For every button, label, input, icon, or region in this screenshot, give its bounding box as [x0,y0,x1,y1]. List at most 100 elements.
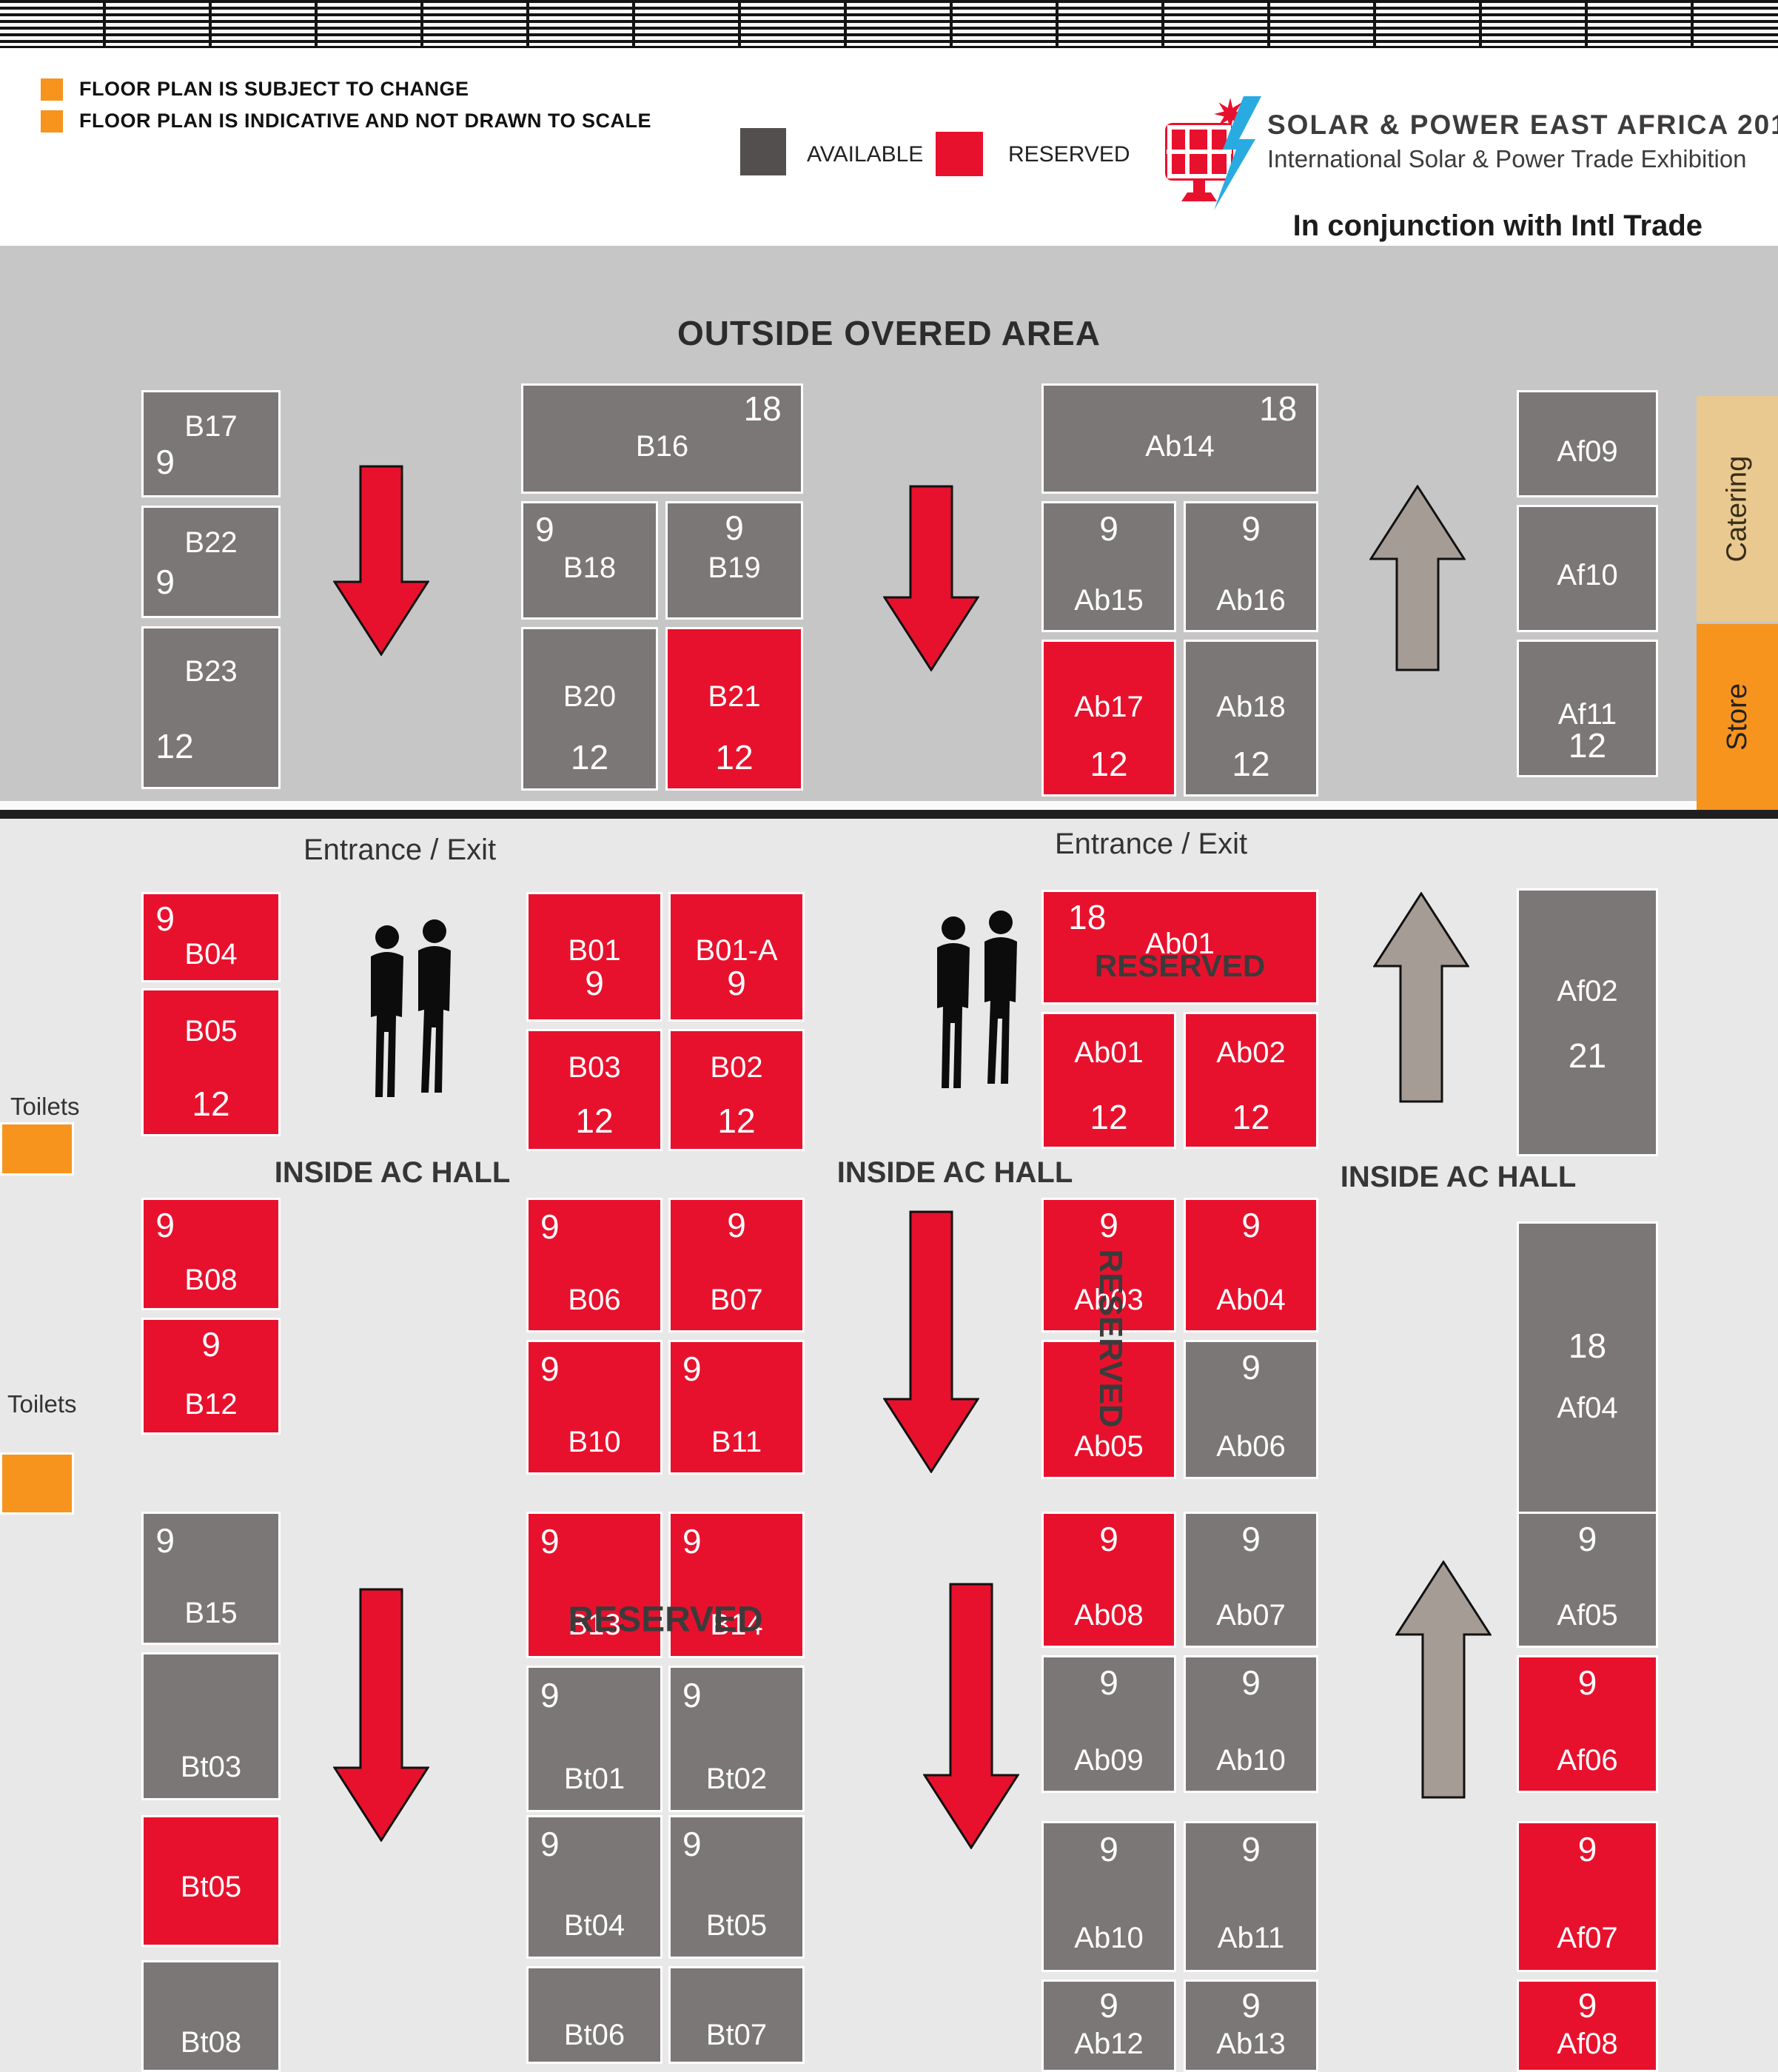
booth-label: B17 [184,409,238,443]
booth-b21[interactable]: 12 B21 [665,627,803,791]
booth-label: B22 [184,526,238,559]
booth-label: B01 [568,934,621,968]
booth-b22[interactable]: 9 B22 [141,506,281,618]
booth-b19[interactable]: 9 B19 [665,501,803,620]
booth-ab17[interactable]: 12 Ab17 [1041,640,1176,797]
booth-ab13[interactable]: 9 Ab13 [1184,1979,1318,2072]
down-arrow-icon [883,485,979,671]
booth-b13[interactable]: 9 B13 [526,1512,662,1658]
booth-bt05-a[interactable]: Bt05 [141,1815,281,1947]
booth-b03[interactable]: 12 B03 [526,1029,662,1151]
booth-ab10-a[interactable]: 9 Ab10 [1184,1655,1318,1793]
booth-ab05[interactable]: Ab05 [1041,1340,1176,1479]
booth-bt02[interactable]: 9 Bt02 [668,1666,805,1812]
booth-af02[interactable]: 21 Af02 [1517,888,1658,1156]
booth-bt01[interactable]: 9 Bt01 [526,1666,662,1812]
booth-ab15[interactable]: 9 Ab15 [1041,501,1176,632]
booth-label: B19 [708,551,761,584]
booth-b16[interactable]: 18 B16 [521,383,803,494]
booth-ab18[interactable]: 12 Ab18 [1184,640,1318,797]
booth-af10[interactable]: Af10 [1517,505,1658,632]
booth-af07[interactable]: 9 Af07 [1517,1821,1658,1972]
booth-bt05-b[interactable]: 9 Bt05 [668,1815,805,1959]
booth-af09[interactable]: Af09 [1517,390,1658,497]
logo-subtitle: International Solar & Power Trade Exhibi… [1267,145,1747,172]
booth-af06[interactable]: 9 Af06 [1517,1655,1658,1793]
booth-size: 9 [1577,1520,1597,1559]
down-arrow-icon [333,465,429,656]
booth-bt06[interactable]: Bt06 [526,1966,662,2064]
booth-b06[interactable]: 9 B06 [526,1198,662,1332]
booth-b05[interactable]: 12 B05 [141,988,281,1136]
booth-label: Af09 [1557,435,1618,469]
booth-ab01[interactable]: 12 Ab01 [1041,1012,1176,1149]
booth-label: Ab01 [1074,1036,1144,1070]
booth-ab09[interactable]: 9 Ab09 [1041,1655,1176,1793]
legend-reserved-swatch [936,132,983,176]
catering-label: Catering [1721,455,1753,563]
booth-label: Ab05 [1074,1429,1144,1463]
booth-ab07[interactable]: 9 Ab07 [1184,1512,1318,1648]
booth-b08[interactable]: 9 B08 [141,1198,281,1310]
booth-ab04[interactable]: 9 Ab04 [1184,1198,1318,1332]
booth-af08[interactable]: 9 Af08 [1517,1979,1658,2072]
reserved-overlay-text: RESERVED [568,1600,763,1640]
booth-size: 9 [1577,1663,1597,1703]
booth-label: Ab18 [1216,690,1286,723]
booth-ab14[interactable]: 18 Ab14 [1041,383,1318,494]
booth-b02[interactable]: 12 B02 [668,1029,805,1151]
booth-bt03[interactable]: Bt03 [141,1652,281,1800]
booth-label: B20 [563,680,617,713]
booth-af05[interactable]: 9 Af05 [1517,1512,1658,1648]
booth-ab16[interactable]: 9 Ab16 [1184,501,1318,632]
booth-b14[interactable]: 9 B14 [668,1512,805,1658]
booth-b04[interactable]: 9 B04 [141,892,281,982]
booth-size: 9 [155,1206,175,1245]
booth-label: Ab13 [1216,2028,1286,2061]
store-zone: Store [1697,624,1778,810]
booth-b23[interactable]: 12 B23 [141,626,281,789]
booth-b07[interactable]: 9 B07 [668,1198,805,1332]
booth-b10[interactable]: 9 B10 [526,1340,662,1475]
booth-size: 9 [727,1206,746,1245]
booth-size: 9 [540,1207,560,1246]
booth-label: Bt05 [180,1871,242,1904]
booth-b12[interactable]: 9 B12 [141,1318,281,1435]
booth-ab12[interactable]: 9 Ab12 [1041,1979,1176,2072]
up-arrow-icon [1395,1560,1492,1799]
booth-af11[interactable]: 12 Af11 [1517,640,1658,777]
booth-size: 12 [155,727,194,766]
booth-ab01-main[interactable]: 18 Ab01 [1041,890,1318,1005]
booth-size: 9 [1241,1348,1261,1387]
booth-ab11[interactable]: 9 Ab11 [1184,1821,1318,1972]
booth-label: B18 [563,551,617,584]
booth-ab03[interactable]: 9 Ab03 [1041,1198,1176,1332]
booth-size: 12 [1232,1098,1270,1137]
booth-ab06[interactable]: 9 Ab06 [1184,1340,1318,1479]
booth-b18[interactable]: 9 B18 [521,501,658,620]
booth-ab08[interactable]: 9 Ab08 [1041,1512,1176,1648]
booth-ab10-b[interactable]: 9 Ab10 [1041,1821,1176,1972]
booth-size: 9 [1099,509,1118,548]
toilets-label-2: Toilets [7,1390,77,1418]
booth-ab02[interactable]: 12 Ab02 [1184,1012,1318,1149]
booth-bt08[interactable]: Bt08 [141,1960,281,2072]
booth-b01[interactable]: 9 B01 [526,892,662,1022]
booth-bt07[interactable]: Bt07 [668,1966,805,2064]
booth-b17[interactable]: 9 B17 [141,390,281,497]
reserved-overlay-text: RESERVED [1093,1249,1129,1428]
booth-size: 12 [1232,744,1270,783]
booth-b01a[interactable]: 9 B01-A [668,892,805,1022]
booth-label: B13 [568,1608,621,1641]
booth-bt04[interactable]: 9 Bt04 [526,1815,662,1959]
booth-b20[interactable]: 12 B20 [521,627,658,791]
booth-size: 9 [682,1825,702,1864]
booth-b11[interactable]: 9 B11 [668,1340,805,1475]
solar-panel-logo-icon [1165,96,1261,210]
booth-af04[interactable]: 18 Af04 [1517,1221,1658,1526]
booth-label: Ab14 [1145,430,1215,463]
booth-label: Ab10 [1216,1744,1286,1777]
booth-size: 21 [1568,1036,1607,1075]
booth-b15[interactable]: 9 B15 [141,1512,281,1645]
outside-area-title: OUTSIDE OVERED AREA [677,314,1101,352]
